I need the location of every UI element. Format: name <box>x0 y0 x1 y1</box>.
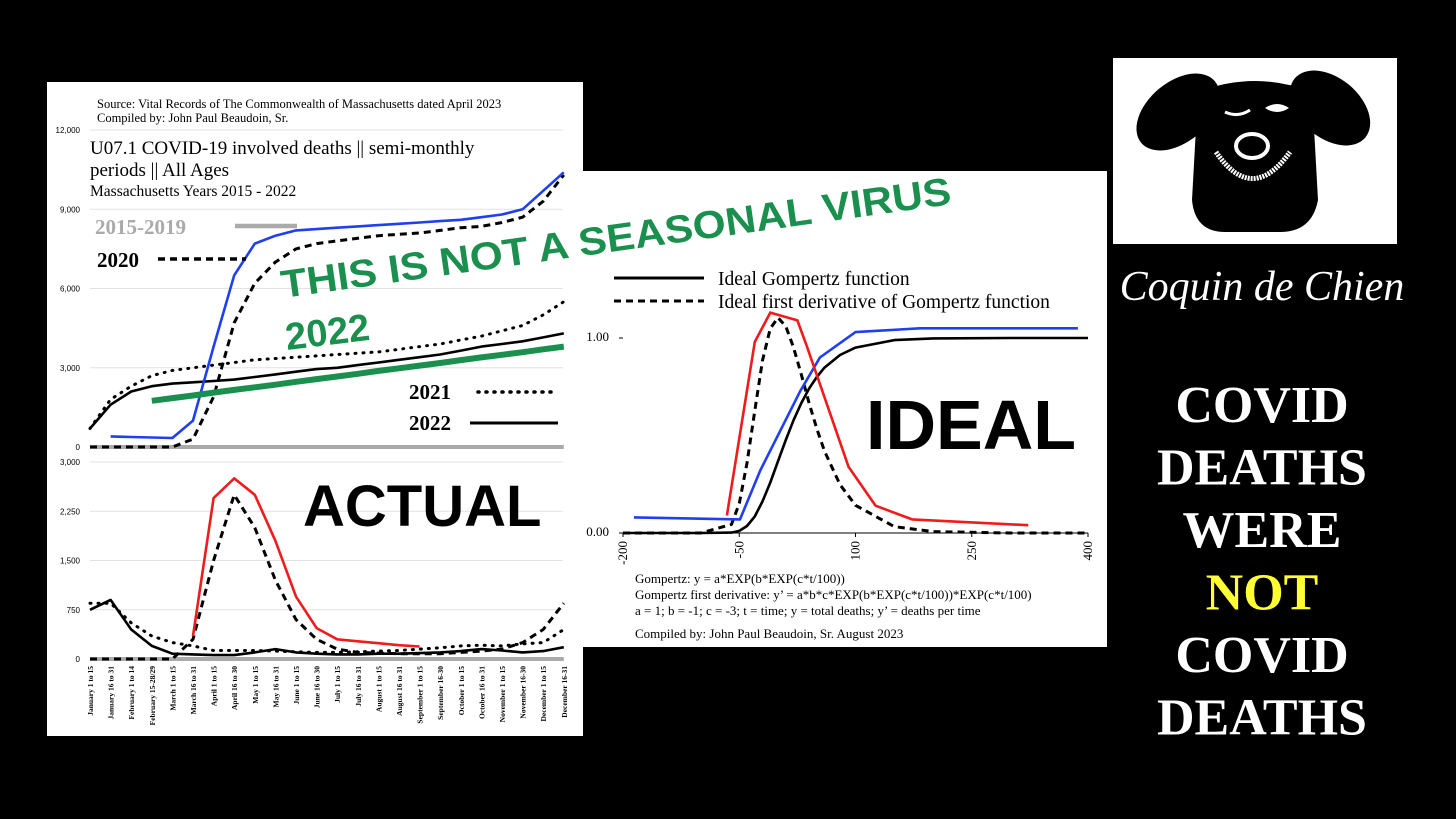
message-line: COVID <box>1175 377 1348 434</box>
formula-note: Gompertz first derivative: y’ = a*b*c*EX… <box>635 587 1032 602</box>
dog-eye <box>1224 108 1251 117</box>
ideal-panel <box>583 171 1107 647</box>
dog-eye <box>1265 104 1289 112</box>
x-tick-label: November 16-30 <box>519 666 528 719</box>
series-line <box>633 327 1078 521</box>
y-tick-label: 9,000 <box>60 205 81 214</box>
y-tick-label: 2,250 <box>60 507 81 516</box>
x-tick-label: 400 <box>1080 541 1095 561</box>
x-tick-label: February 15-28/29 <box>148 666 157 726</box>
actual-period-chart: 0 750 1,500 2,250 3,000 January 1 to 15 Januar… <box>60 458 569 725</box>
trend-label: 2022 <box>283 307 372 359</box>
x-tick-label: 100 <box>848 541 863 561</box>
x-tick-label: 250 <box>964 541 979 561</box>
x-tick-label: October 1 to 15 <box>457 666 466 715</box>
message-line: WERE <box>1183 502 1342 559</box>
x-tick-label: July 1 to 15 <box>333 666 342 703</box>
series-line <box>623 336 1088 535</box>
legend-label: 2022 <box>409 411 451 435</box>
x-tick-label: January 16 to 31 <box>107 666 116 720</box>
x-tick-label: April 1 to 15 <box>210 666 219 706</box>
formula-note: Gompertz: y = a*EXP(b*EXP(c*t/100)) <box>635 571 845 586</box>
ideal-chart: 0.00 1.00 -200 -50 100 250 400 Ideal Gompertz f… <box>586 269 1095 641</box>
message-line: COVID <box>1175 627 1348 684</box>
x-tick-label: March 16 to 31 <box>189 666 198 715</box>
x-tick-label: November 1 to 15 <box>498 666 507 723</box>
logo <box>1113 58 1397 244</box>
x-tick-label: May 1 to 15 <box>251 666 260 704</box>
x-tick-label: July 16 to 31 <box>354 666 363 707</box>
chart-annotation: ACTUAL <box>303 474 541 539</box>
series-line <box>110 171 565 440</box>
chart-subtitle: Massachusetts Years 2015 - 2022 <box>90 183 296 200</box>
x-tick-label: -50 <box>731 541 746 558</box>
message-line: NOT <box>1206 565 1319 622</box>
series-line <box>191 477 420 648</box>
y-tick-label: 12,000 <box>56 126 81 135</box>
y-tick-label: 3,000 <box>60 364 81 373</box>
x-tick-label: August 1 to 15 <box>374 666 383 712</box>
series-line <box>89 332 565 430</box>
x-tick-label: February 1 to 14 <box>127 666 136 720</box>
dog-smile <box>1213 150 1293 181</box>
legend-label: 2021 <box>409 380 451 404</box>
message-line: DEATHS <box>1157 690 1367 747</box>
x-tick-label: -200 <box>615 541 630 565</box>
y-tick-label: 0 <box>76 443 81 452</box>
chart-annotation: IDEAL <box>866 386 1076 464</box>
chart-title: U07.1 COVID-19 involved deaths || semi-m… <box>90 138 475 159</box>
message-line: DEATHS <box>1157 440 1367 497</box>
x-tick-label: September 1 to 15 <box>416 666 425 724</box>
x-tick-label: March 1 to 15 <box>168 666 177 711</box>
x-tick-label: September 16-30 <box>436 666 445 720</box>
series-line <box>90 173 565 449</box>
series-line <box>89 598 565 657</box>
dog-nose <box>1234 132 1270 160</box>
y-tick-label: 1.00 <box>586 329 609 344</box>
y-tick-label: 0.00 <box>586 524 609 539</box>
series-line <box>623 316 1088 535</box>
x-tick-label: December 16-31 <box>560 666 569 718</box>
legend-label: Ideal Gompertz function <box>718 269 910 290</box>
x-tick-label: December 1 to 15 <box>539 666 548 722</box>
logo-name: Coquin de Chien <box>1120 264 1405 310</box>
y-tick-label: 1,500 <box>60 557 81 566</box>
credit: Compiled by: John Paul Beaudoin, Sr. Aug… <box>635 626 903 641</box>
legend-label: 2015-2019 <box>95 215 186 239</box>
y-tick-label: 6,000 <box>60 285 81 294</box>
x-tick-label: June 1 to 15 <box>292 666 301 705</box>
legend-label: 2020 <box>97 248 139 272</box>
x-tick-label: June 16 to 30 <box>313 666 322 709</box>
series-line <box>90 493 565 661</box>
y-tick-label: 750 <box>67 606 81 615</box>
series-line <box>725 311 1029 527</box>
x-tick-label: April 16 to 30 <box>230 666 239 710</box>
source-note: Source: Vital Records of The Commonwealt… <box>97 97 501 111</box>
source-note: Compiled by: John Paul Beaudoin, Sr. <box>97 111 288 125</box>
x-tick-label: May 16 to 31 <box>271 666 280 708</box>
series-line <box>151 343 565 404</box>
legend-label: Ideal first derivative of Gompertz funct… <box>718 292 1050 313</box>
chart-title: periods || All Ages <box>90 160 229 181</box>
x-tick-label: October 16 to 31 <box>477 666 486 719</box>
series-line <box>88 601 566 654</box>
x-tick-label: August 16 to 31 <box>395 666 404 716</box>
formula-note: a = 1; b = -1; c = -3; t = time; y = tot… <box>635 603 981 618</box>
y-tick-label: 3,000 <box>60 458 81 467</box>
y-tick-label: 0 <box>76 655 81 664</box>
x-tick-label: January 1 to 15 <box>86 666 95 716</box>
